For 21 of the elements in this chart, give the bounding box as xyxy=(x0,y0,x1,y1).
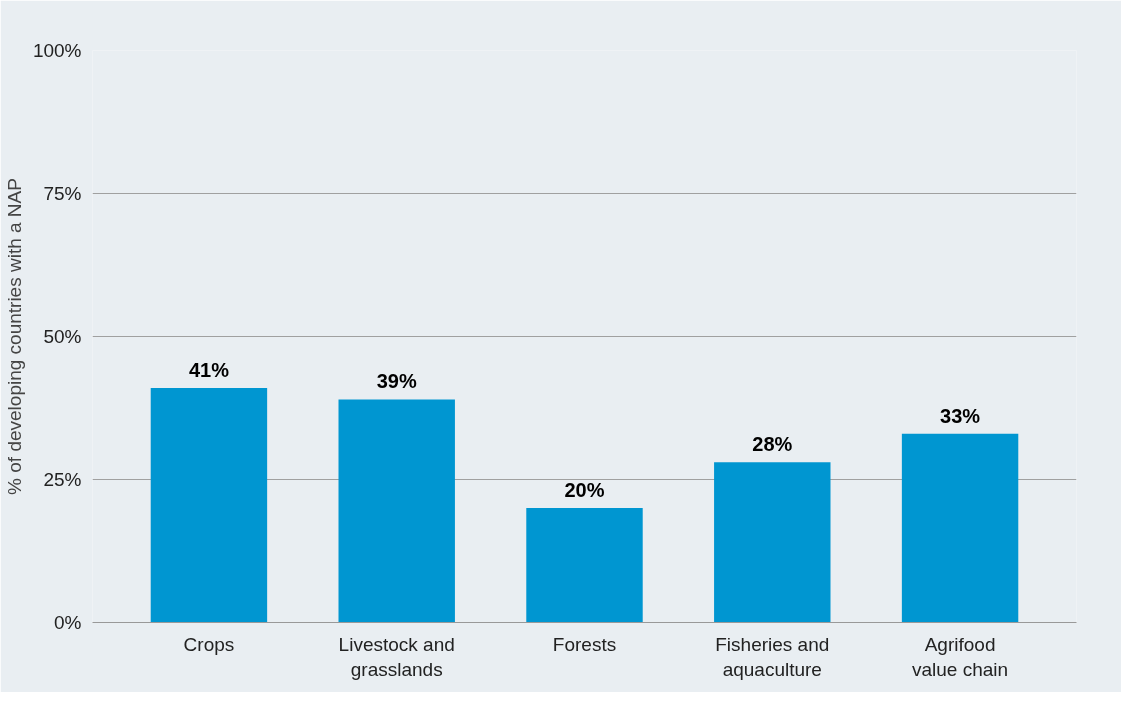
x-tick-label: Crops xyxy=(183,633,235,655)
x-tick-label: Livestock and grasslands xyxy=(338,633,455,680)
data-label: 28% xyxy=(752,433,793,456)
data-label: 41% xyxy=(188,358,230,381)
y-tick-label: 50% xyxy=(43,326,82,347)
bar xyxy=(714,462,831,623)
x-tick-label: Agrifood value chain xyxy=(912,633,1009,680)
x-tick-label: Forests xyxy=(552,633,617,655)
y-tick-label: 75% xyxy=(43,183,82,204)
y-tick-label: 100% xyxy=(32,40,82,61)
bar xyxy=(526,508,643,623)
bar xyxy=(901,433,1019,623)
y-tick-label: 25% xyxy=(43,469,82,490)
y-axis-title: % of developing countries with a NAP xyxy=(3,178,25,495)
x-tick-label: Fisheries and aquaculture xyxy=(715,633,830,680)
data-label: 33% xyxy=(940,404,981,427)
data-label: 20% xyxy=(564,479,605,502)
data-label: 39% xyxy=(376,370,417,393)
bar xyxy=(338,399,455,623)
y-tick-label: 0% xyxy=(54,612,82,633)
bar xyxy=(150,387,268,623)
